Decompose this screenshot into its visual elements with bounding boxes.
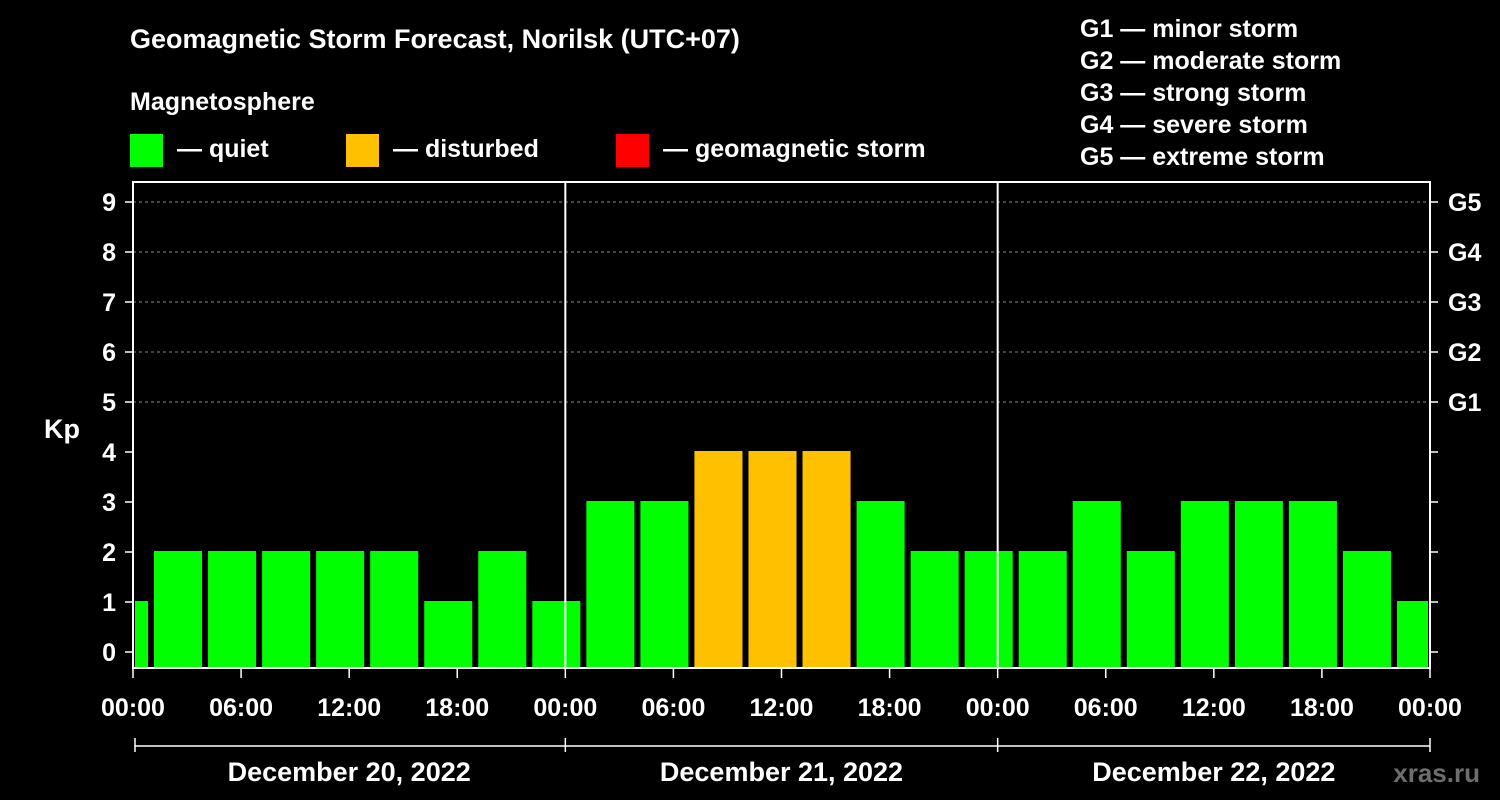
bar-4 <box>316 551 365 668</box>
x-tick-label-6: 12:00 <box>750 694 814 722</box>
storm-level-label-g4: G4 <box>1448 239 1481 267</box>
y-tick-label-1: 1 <box>102 589 116 617</box>
storm-scale-g1: G1 — minor storm <box>1080 15 1298 43</box>
x-tick-label-12: 00:00 <box>1398 694 1462 722</box>
storm-scale-g3: G3 — strong storm <box>1080 79 1306 107</box>
bars <box>135 451 1428 668</box>
axis-labels: 0 1 2 3 4 5 6 7 8 9 G1 G2 G3 G4 G5 00:00 06:00 12:00 18:00… <box>101 189 1481 787</box>
bar-24 <box>1396 601 1428 668</box>
storm-scale-list: G1 — minor storm G2 — moderate storm G3 … <box>1080 15 1341 171</box>
bar-8 <box>532 601 581 668</box>
x-tick-label-4: 00:00 <box>533 694 597 722</box>
legend-swatch-disturbed <box>346 134 379 167</box>
storm-scale-g5: G5 — extreme storm <box>1080 143 1325 171</box>
legend-swatch-quiet <box>130 134 163 167</box>
bar-16 <box>964 551 1013 668</box>
legend-label-quiet: — quiet <box>177 135 269 163</box>
x-tick-label-9: 06:00 <box>1074 694 1138 722</box>
axes <box>125 181 1438 752</box>
x-tick-label-7: 18:00 <box>858 694 922 722</box>
bar-20 <box>1180 501 1229 668</box>
bar-17 <box>1018 551 1067 668</box>
y-tick-label-9: 9 <box>102 189 116 217</box>
y-tick-label-2: 2 <box>102 539 116 567</box>
grid-lines <box>133 201 1430 403</box>
x-tick-label-3: 18:00 <box>425 694 489 722</box>
bar-3 <box>262 551 311 668</box>
storm-scale-g2: G2 — moderate storm <box>1080 47 1341 75</box>
storm-scale-g4: G4 — severe storm <box>1080 111 1308 139</box>
bar-22 <box>1288 501 1337 668</box>
x-tick-label-1: 06:00 <box>209 694 273 722</box>
x-tick-label-10: 12:00 <box>1182 694 1246 722</box>
bar-11 <box>694 451 743 668</box>
y-tick-label-4: 4 <box>102 439 116 467</box>
legend: — quiet — disturbed — geomagnetic storm <box>130 134 926 167</box>
x-tick-label-11: 18:00 <box>1290 694 1354 722</box>
bar-10 <box>640 501 689 668</box>
x-tick-label-8: 00:00 <box>966 694 1030 722</box>
day-label-1: December 21, 2022 <box>660 757 903 787</box>
x-tick-label-0: 00:00 <box>101 694 165 722</box>
bar-12 <box>748 451 797 668</box>
storm-level-label-g3: G3 <box>1448 289 1481 317</box>
legend-label-storm: — geomagnetic storm <box>663 135 926 163</box>
y-tick-label-8: 8 <box>102 239 116 267</box>
storm-level-label-g2: G2 <box>1448 339 1481 367</box>
bar-13 <box>802 451 851 668</box>
bar-23 <box>1342 551 1391 668</box>
bar-19 <box>1126 551 1175 668</box>
bar-6 <box>424 601 473 668</box>
legend-label-disturbed: — disturbed <box>393 135 539 163</box>
bar-0 <box>135 601 149 668</box>
legend-title: Magnetosphere <box>130 88 315 116</box>
day-label-0: December 20, 2022 <box>228 757 471 787</box>
watermark: xras.ru <box>1393 758 1480 788</box>
legend-swatch-storm <box>616 134 649 167</box>
chart-title: Geomagnetic Storm Forecast, Norilsk (UTC… <box>130 24 740 54</box>
bar-18 <box>1072 501 1121 668</box>
bar-2 <box>208 551 257 668</box>
bar-15 <box>910 551 959 668</box>
y-tick-label-5: 5 <box>102 389 116 417</box>
x-tick-label-5: 06:00 <box>641 694 705 722</box>
bar-21 <box>1234 501 1283 668</box>
bar-14 <box>856 501 905 668</box>
storm-level-label-g5: G5 <box>1448 189 1481 217</box>
bar-5 <box>370 551 419 668</box>
y-tick-label-6: 6 <box>102 339 116 367</box>
x-tick-label-2: 12:00 <box>317 694 381 722</box>
y-tick-label-7: 7 <box>102 289 116 317</box>
y-axis-label: Kp <box>44 414 80 444</box>
storm-level-label-g1: G1 <box>1448 389 1481 417</box>
bar-7 <box>478 551 527 668</box>
bar-1 <box>154 551 203 668</box>
day-label-2: December 22, 2022 <box>1092 757 1335 787</box>
bar-9 <box>586 501 635 668</box>
y-tick-label-3: 3 <box>102 489 116 517</box>
y-tick-label-0: 0 <box>102 639 116 667</box>
